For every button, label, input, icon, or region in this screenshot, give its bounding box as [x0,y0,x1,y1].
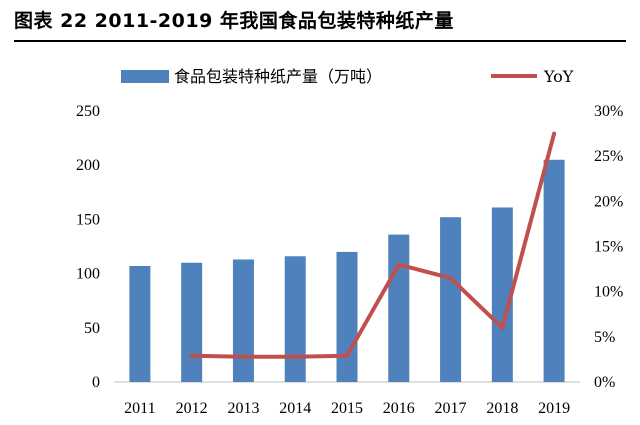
left-tick-label: 150 [76,211,100,228]
left-tick-label: 200 [76,157,100,174]
left-tick-label: 50 [84,320,100,337]
bar-series [129,159,565,382]
bar-2012 [181,262,203,382]
right-tick-label: 5% [594,329,615,346]
legend: 食品包装特种纸产量（万吨） YoY [121,67,574,86]
x-tick-label: 2016 [383,400,415,417]
title-underline [14,40,626,42]
x-tick-label: 2019 [538,400,570,417]
bar-2017 [440,217,462,382]
x-tick-label: 2018 [486,400,518,417]
left-axis-ticks: 0 50 100 150 200 250 [76,103,100,391]
yoy-series [189,131,557,359]
x-tick-label: 2011 [124,400,155,417]
bar-2013 [232,259,254,382]
left-tick-label: 0 [92,374,100,391]
right-tick-label: 0% [594,374,615,391]
x-tick-label: 2014 [279,400,311,417]
right-axis-ticks: 0% 5% 10% 15% 20% 25% 30% [594,103,623,391]
bar-2014 [284,256,306,382]
chart-title: 图表 22 2011-2019 年我国食品包装特种纸产量 [14,10,454,32]
yoy-line [189,131,557,359]
legend-bar-label: 食品包装特种纸产量（万吨） [174,67,382,86]
bar-2016 [388,234,410,382]
legend-line-label: YoY [543,67,574,86]
right-tick-label: 15% [594,239,623,256]
x-tick-label: 2013 [227,400,259,417]
legend-bar-swatch [121,70,169,83]
bar-2018 [491,207,513,382]
bar-2019 [543,159,565,382]
x-axis-ticks: 2011 2012 2013 2014 2015 2016 2017 2018 2019 [124,400,570,417]
bar-2011 [129,266,151,382]
left-tick-label: 250 [76,103,100,120]
right-tick-label: 25% [594,148,623,165]
right-tick-label: 20% [594,193,623,210]
x-tick-label: 2017 [435,400,467,417]
left-tick-label: 100 [76,266,100,283]
bar-2015 [336,251,358,382]
right-tick-label: 30% [594,103,623,120]
right-tick-label: 10% [594,284,623,301]
x-tick-label: 2015 [331,400,363,417]
x-tick-label: 2012 [176,400,208,417]
